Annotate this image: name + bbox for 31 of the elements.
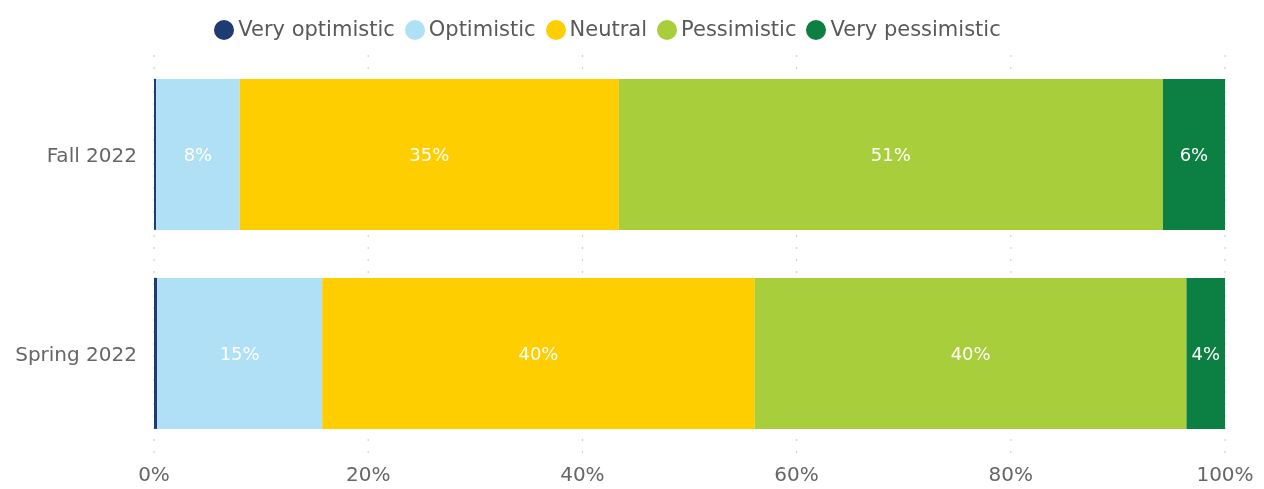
data-label: 15% [219, 342, 260, 364]
x-tick-label: 80% [988, 462, 1034, 487]
data-label: 8% [183, 143, 213, 165]
bar [322, 277, 755, 429]
bar [618, 78, 1163, 230]
x-tick-label: 40% [560, 462, 605, 487]
data-label: 35% [409, 143, 450, 165]
x-tick-label: 20% [345, 462, 391, 487]
x-tick-label: 60% [774, 462, 819, 487]
bar [154, 277, 158, 429]
legend-label: Very pessimistic [830, 17, 1001, 41]
legend-label: Pessimistic [681, 17, 797, 41]
bar [157, 277, 323, 429]
bar [754, 277, 1187, 429]
legend-label: Neutral [569, 17, 648, 41]
bar [239, 78, 619, 230]
x-tick-label: 0% [138, 462, 170, 487]
bar [1162, 78, 1225, 230]
data-label: 40% [950, 342, 991, 364]
data-label: 51% [870, 143, 911, 165]
data-label: 6% [1179, 143, 1209, 165]
bar [156, 78, 240, 230]
legend-label: Optimistic [428, 17, 536, 41]
x-tick-label: 100% [1196, 462, 1254, 487]
data-label: 4% [1191, 342, 1220, 364]
bar [1186, 277, 1225, 429]
bar [154, 78, 157, 230]
data-label: 40% [518, 342, 559, 364]
y-tick-label: Spring 2022 [15, 341, 137, 366]
y-tick-label: Fall 2022 [46, 142, 137, 167]
legend-label: Very optimistic [238, 17, 395, 41]
